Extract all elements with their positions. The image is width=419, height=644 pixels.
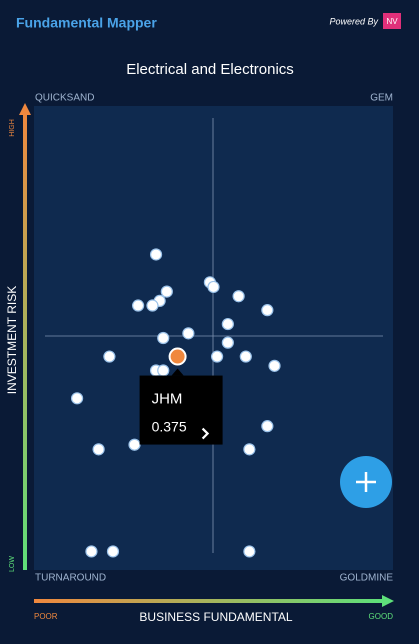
app-title: Fundamental Mapper — [16, 15, 157, 31]
point[interactable] — [157, 364, 170, 377]
x-axis-label: BUSINESS FUNDAMENTAL — [139, 610, 292, 624]
point[interactable] — [261, 420, 274, 433]
point[interactable] — [232, 290, 245, 303]
point[interactable] — [106, 545, 120, 558]
add-icon — [356, 472, 376, 492]
point[interactable] — [239, 350, 252, 363]
y-axis-arrow — [23, 112, 27, 570]
point[interactable] — [128, 438, 141, 451]
point[interactable] — [132, 299, 145, 312]
point[interactable] — [103, 350, 116, 363]
point[interactable] — [221, 317, 234, 331]
tooltip-pointer — [171, 368, 184, 376]
quadrant-label: TURNAROUND — [35, 573, 106, 584]
point[interactable] — [157, 331, 170, 345]
logo: NV — [386, 17, 398, 26]
y-arrow-head — [19, 103, 31, 115]
point[interactable] — [261, 304, 274, 317]
point[interactable] — [243, 443, 256, 456]
tooltip-name: JHM — [152, 391, 183, 408]
tooltip — [139, 375, 223, 445]
x-arrow-head — [382, 595, 394, 607]
point[interactable] — [92, 443, 105, 456]
point[interactable] — [268, 359, 281, 372]
point[interactable] — [149, 248, 163, 261]
powered-by: Powered By — [329, 16, 378, 26]
quadrant-label: QUICKSAND — [35, 93, 94, 104]
y-low: LOW — [9, 556, 16, 572]
quadrant-label: GEM — [370, 93, 393, 104]
point[interactable] — [243, 545, 256, 558]
chart-title: Electrical and Electronics — [126, 61, 294, 78]
logo-badge — [383, 13, 401, 29]
x-low: POOR — [34, 612, 58, 621]
point[interactable] — [210, 350, 224, 363]
selected-point[interactable] — [168, 347, 187, 366]
x-high: GOOD — [369, 612, 394, 621]
x-axis-arrow — [34, 599, 382, 603]
y-high: HIGH — [9, 119, 16, 137]
y-axis-label: INVESTMENT RISK — [5, 286, 19, 394]
tooltip-value: 0.375 — [152, 418, 187, 434]
point[interactable] — [146, 299, 159, 312]
tooltip-chevron[interactable] — [201, 427, 210, 440]
point[interactable] — [207, 280, 220, 294]
point[interactable] — [182, 327, 195, 340]
point[interactable] — [221, 336, 234, 349]
point[interactable] — [70, 392, 84, 405]
point[interactable] — [85, 545, 98, 558]
point[interactable] — [160, 285, 173, 298]
quadrant-label: GOLDMINE — [340, 573, 394, 584]
plot-area — [34, 106, 393, 570]
